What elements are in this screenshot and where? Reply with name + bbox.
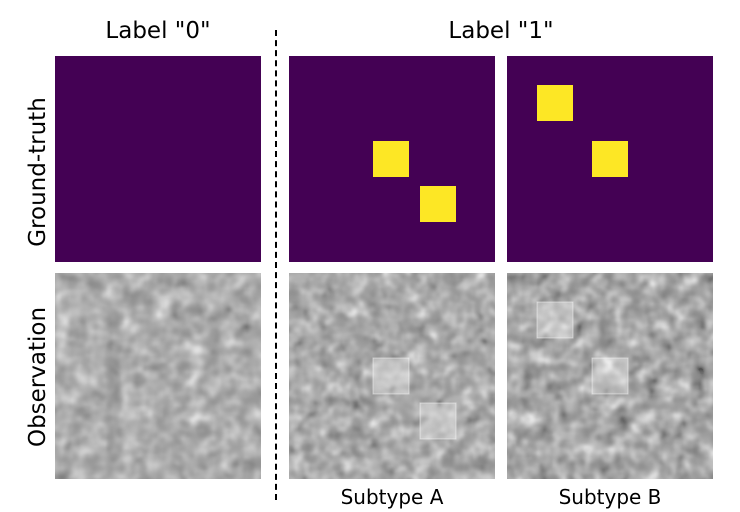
observation-panel-label-0 — [55, 273, 261, 479]
observation-panel-subtype-b — [507, 273, 713, 479]
ground-truth-panel-subtype-b — [507, 56, 713, 262]
observation-marker — [372, 357, 410, 395]
column-divider — [275, 30, 277, 500]
subtype-a-label: Subtype A — [340, 485, 444, 509]
column-header-label-1: Label "1" — [448, 18, 554, 44]
marker-square — [592, 141, 628, 177]
marker-square — [537, 85, 573, 121]
observation-marker — [536, 301, 574, 339]
ground-truth-panel-subtype-a — [289, 56, 495, 262]
observation-panel-subtype-a — [289, 273, 495, 479]
marker-square — [373, 141, 409, 177]
observation-marker — [591, 357, 629, 395]
row-label-ground-truth: Ground-truth — [25, 97, 51, 247]
row-label-observation: Observation — [25, 306, 51, 448]
ground-truth-panel-label-0 — [55, 56, 261, 262]
observation-marker — [419, 402, 457, 440]
subtype-b-label: Subtype B — [558, 485, 662, 509]
column-header-label-0: Label "0" — [105, 18, 211, 44]
marker-square — [420, 186, 456, 222]
